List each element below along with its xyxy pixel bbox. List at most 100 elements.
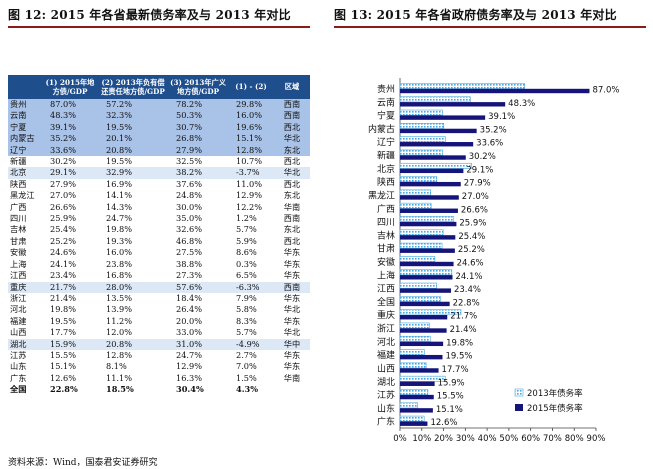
value-cell: 28.0%: [98, 281, 168, 293]
category-label: 四川: [377, 218, 395, 228]
category-label: 江西: [377, 284, 395, 295]
category-label: 河北: [377, 336, 395, 348]
table-header-cell: 区域: [274, 75, 310, 99]
data-label: 19.8%: [446, 338, 473, 348]
right-title-rule: [334, 26, 646, 28]
legend-label-2015: 2015年债务率: [527, 403, 583, 414]
value-cell: 35.0%: [176, 213, 203, 224]
value-cell: 23.4%: [50, 270, 77, 281]
value-cell: 22.8%: [50, 384, 78, 395]
table-row: 北京 29.1% 32.9% 38.2% -3.7% 华北: [8, 167, 310, 179]
region-cell: 华北: [283, 304, 301, 315]
region-cell: 华东: [283, 270, 301, 281]
value-cell: 25.2%: [50, 235, 77, 246]
value-cell: 24.1%: [50, 258, 77, 269]
value-cell: 12.0%: [106, 327, 133, 338]
value-cell: 7.0%: [236, 361, 257, 372]
value-cell: 19.5%: [98, 121, 168, 134]
bar-2015: [400, 155, 466, 160]
value-cell: 29.8%: [228, 99, 274, 111]
value-cell: 13.9%: [106, 304, 133, 315]
bar-2013: [399, 123, 445, 129]
bar-2013: [399, 242, 443, 249]
value-cell: 12.8%: [106, 349, 133, 360]
x-tick-label: 50%: [499, 434, 518, 444]
value-cell: 12.2%: [236, 201, 263, 212]
region-cell: 华北: [283, 327, 301, 338]
bar-2015: [400, 208, 458, 213]
category-label: 安徽: [377, 256, 395, 268]
category-label: 黑龙江: [368, 189, 395, 201]
value-cell: 20.1%: [98, 133, 168, 145]
region-cell: 华南: [283, 201, 301, 212]
table-row: 安徽 24.6% 16.0% 27.5% 8.6% 华东: [8, 247, 310, 258]
bar-2013: [399, 216, 455, 222]
table-row: 贵州 87.0% 57.2% 78.2% 29.8% 西南: [8, 99, 310, 111]
source-note: 资料来源：Wind，国泰君安证券研究: [8, 458, 158, 468]
region-cell: 华东: [283, 292, 301, 303]
category-label: 全国: [377, 296, 395, 308]
table-body: 贵州 87.0% 57.2% 78.2% 29.8% 西南 云南 48.3% 32.3% 50.3…: [8, 99, 310, 396]
category-label: 宁夏: [377, 110, 395, 122]
data-label: 27.9%: [464, 179, 491, 189]
bar-2013: [399, 362, 427, 369]
debt-ratio-bar-chart: 0% 10% 20% 30% 40% 50% 60% 70% 80% 90% 贵州 87.0% 云南 48…: [368, 78, 619, 444]
category-label: 湖北: [377, 377, 395, 388]
value-cell: 11.0%: [236, 178, 263, 189]
value-cell: 13.5%: [106, 292, 133, 303]
value-cell: 24.7%: [176, 349, 203, 360]
province-cell: 四川: [10, 213, 27, 224]
bar-2015: [400, 381, 435, 386]
bar-2015: [400, 248, 455, 253]
data-label: 25.2%: [458, 245, 485, 255]
bar-2013: [399, 109, 443, 116]
value-cell: 57.6%: [168, 281, 228, 293]
value-cell: 27.3%: [176, 270, 203, 281]
value-cell: 25.4%: [50, 224, 77, 235]
region-cell: 西南: [274, 110, 310, 122]
table-row: 宁夏 39.1% 19.5% 30.7% 19.6% 西北: [8, 121, 310, 134]
bar-2015: [400, 315, 448, 320]
value-cell: 16.8%: [106, 270, 133, 281]
data-label: 25.4%: [458, 232, 485, 242]
region-cell: 华东: [283, 247, 301, 258]
table-row: 福建 19.5% 11.2% 20.0% 8.3% 华东: [8, 316, 310, 327]
value-cell: 16.3%: [176, 372, 203, 383]
region-cell: 华北: [274, 133, 310, 145]
legend-label-2013: 2013年债务率: [527, 388, 583, 399]
category-label: 陕西: [377, 176, 395, 188]
bar-2013: [399, 282, 437, 289]
value-cell: 33.6%: [42, 144, 98, 157]
data-label: 23.4%: [454, 285, 481, 295]
data-label: 87.0%: [592, 86, 619, 96]
bar-2013: [399, 349, 425, 356]
value-cell: 39.1%: [42, 121, 98, 134]
value-cell: 16.0%: [106, 247, 133, 258]
bar-2013: [399, 269, 453, 276]
value-cell: 26.8%: [168, 133, 228, 145]
region-cell: 西北: [283, 235, 301, 246]
value-cell: 5.9%: [236, 235, 257, 246]
value-cell: 32.9%: [98, 167, 168, 179]
table-header-cell: (3) 2013年广义地方债/GDP: [168, 75, 228, 99]
debt-ratio-table-panel: (1) 2015年地方债/GDP (2) 2013年负有偿还责任地方债/GDP (3…: [8, 75, 310, 396]
region-cell: 东北: [274, 144, 310, 157]
province-cell: 重庆: [8, 281, 42, 293]
value-cell: 38.2%: [168, 167, 228, 179]
bar-2015: [400, 195, 459, 200]
bar-2013: [399, 83, 525, 89]
value-cell: 26.6%: [50, 201, 77, 212]
value-cell: 12.8%: [228, 144, 274, 157]
province-cell: 黑龙江: [10, 190, 35, 201]
value-cell: 78.2%: [168, 99, 228, 111]
value-cell: 21.4%: [50, 292, 77, 303]
category-label: 广东: [377, 416, 395, 428]
region-cell: 华东: [283, 361, 301, 372]
x-tick-label: 10%: [412, 434, 431, 444]
bar-2013: [399, 389, 429, 395]
data-label: 12.6%: [430, 418, 457, 428]
bar-2015: [400, 88, 590, 94]
data-label: 21.7%: [450, 312, 477, 322]
right-figure-title: 图 13: 2015 年各省政府债务率及与 2013 年对比: [334, 8, 617, 22]
table-row: 河北 19.8% 13.9% 26.4% 5.8% 华北: [8, 304, 310, 315]
